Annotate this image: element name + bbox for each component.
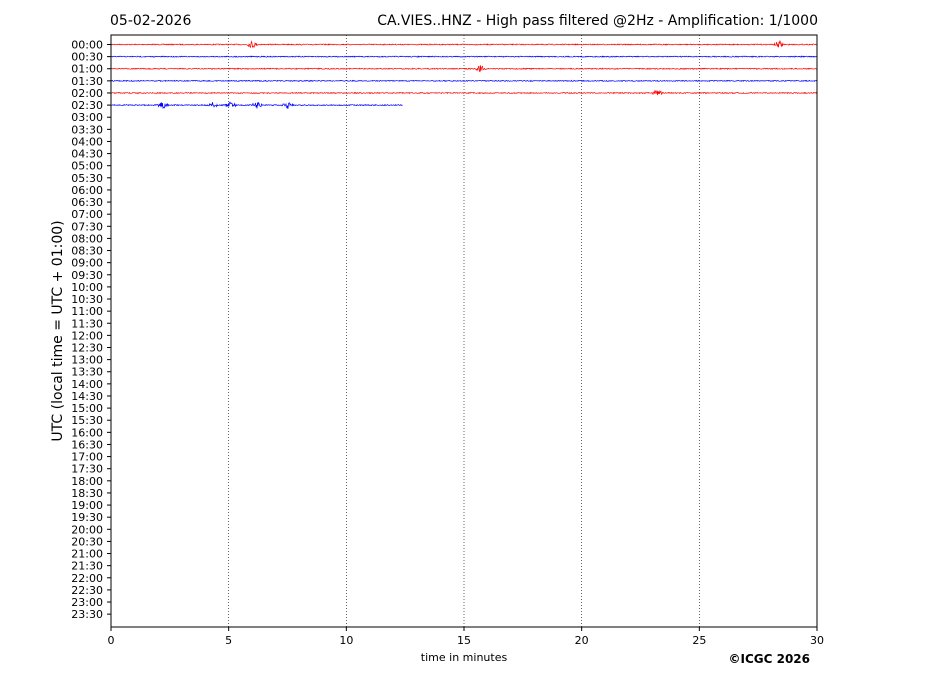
y-tick-label: 04:30 <box>71 148 103 161</box>
y-tick-label: 01:00 <box>71 63 103 76</box>
y-tick-label: 00:30 <box>71 51 103 64</box>
y-tick-label: 17:30 <box>71 463 103 476</box>
copyright: ©ICGC 2026 <box>728 652 810 666</box>
y-tick-label: 11:00 <box>71 305 103 318</box>
x-tick-label: 30 <box>810 634 824 647</box>
x-tick-label: 10 <box>339 634 353 647</box>
seismic-traces <box>110 39 818 110</box>
x-tick-label: 5 <box>225 634 232 647</box>
chart-date: 05-02-2026 <box>110 13 191 29</box>
y-tick-label: 23:00 <box>71 596 103 609</box>
y-tick-label: 07:30 <box>71 220 103 233</box>
y-tick-label: 00:00 <box>71 39 103 52</box>
y-tick-label: 18:00 <box>71 475 103 488</box>
y-tick-label: 16:00 <box>71 426 103 439</box>
y-tick-label: 17:00 <box>71 451 103 464</box>
y-axis-ticks: 00:0000:3001:0001:3002:0002:3003:0003:30… <box>71 39 111 621</box>
y-tick-label: 04:00 <box>71 135 103 148</box>
seismic-trace <box>110 101 403 110</box>
y-tick-label: 01:30 <box>71 75 103 88</box>
y-tick-label: 06:00 <box>71 184 103 197</box>
y-tick-label: 22:30 <box>71 584 103 597</box>
x-tick-label: 0 <box>108 634 115 647</box>
y-tick-label: 07:00 <box>71 208 103 221</box>
y-tick-label: 05:00 <box>71 160 103 173</box>
y-tick-label: 21:00 <box>71 548 103 561</box>
y-tick-label: 10:00 <box>71 281 103 294</box>
chart-title: CA.VIES..HNZ - High pass filtered @2Hz -… <box>377 13 818 29</box>
x-tick-label: 15 <box>457 634 471 647</box>
seismic-trace <box>110 39 818 49</box>
y-tick-label: 03:00 <box>71 111 103 124</box>
x-axis-ticks: 0 5 10 15 20 25 30 <box>108 627 824 647</box>
y-tick-label: 08:30 <box>71 245 103 258</box>
y-tick-label: 15:00 <box>71 402 103 415</box>
y-axis-label: UTC (local time = UTC + 01:00) <box>50 220 66 441</box>
y-tick-label: 23:30 <box>71 608 103 621</box>
x-axis-label: time in minutes <box>421 651 508 664</box>
y-tick-label: 03:30 <box>71 123 103 136</box>
y-tick-label: 13:00 <box>71 354 103 367</box>
y-tick-label: 12:30 <box>71 342 103 355</box>
y-tick-label: 09:30 <box>71 269 103 282</box>
y-tick-label: 13:30 <box>71 366 103 379</box>
y-tick-label: 06:30 <box>71 196 103 209</box>
y-tick-label: 20:30 <box>71 535 103 548</box>
x-tick-label: 25 <box>692 634 706 647</box>
y-tick-label: 20:00 <box>71 523 103 536</box>
seismic-trace <box>110 65 818 73</box>
seismic-trace <box>110 89 818 96</box>
x-tick-label: 20 <box>575 634 589 647</box>
y-tick-label: 02:00 <box>71 87 103 100</box>
y-tick-label: 09:00 <box>71 257 103 270</box>
y-tick-label: 15:30 <box>71 414 103 427</box>
y-tick-label: 08:00 <box>71 232 103 245</box>
y-tick-label: 10:30 <box>71 293 103 306</box>
y-tick-label: 19:30 <box>71 511 103 524</box>
y-tick-label: 11:30 <box>71 317 103 330</box>
y-tick-label: 19:00 <box>71 499 103 512</box>
y-tick-label: 02:30 <box>71 99 103 112</box>
y-tick-label: 16:30 <box>71 438 103 451</box>
y-tick-label: 18:30 <box>71 487 103 500</box>
y-tick-label: 12:00 <box>71 329 103 342</box>
seismic-trace <box>110 79 818 83</box>
y-tick-label: 21:30 <box>71 560 103 573</box>
plot-frame <box>110 34 818 628</box>
y-tick-label: 14:30 <box>71 390 103 403</box>
y-tick-label: 05:30 <box>71 172 103 185</box>
y-tick-label: 22:00 <box>71 572 103 585</box>
grid-lines <box>228 35 700 627</box>
y-tick-label: 14:00 <box>71 378 103 391</box>
seismic-trace <box>110 55 818 58</box>
